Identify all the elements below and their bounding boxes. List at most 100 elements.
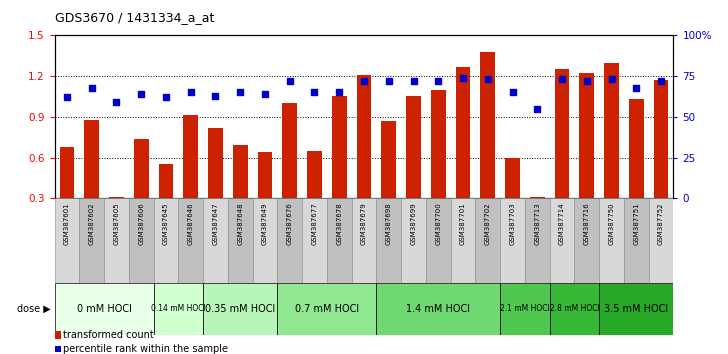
Point — [309, 90, 320, 95]
Point — [259, 91, 271, 97]
Bar — [505, 158, 520, 198]
Text: GSM387698: GSM387698 — [386, 202, 392, 245]
Point — [581, 78, 593, 84]
Bar — [604, 63, 619, 198]
Text: GSM387751: GSM387751 — [633, 202, 639, 245]
Bar — [500, 198, 525, 283]
Bar — [579, 73, 594, 198]
Bar — [401, 198, 426, 283]
Text: GSM387647: GSM387647 — [213, 202, 218, 245]
Point — [61, 95, 73, 100]
Text: 0 mM HOCl: 0 mM HOCl — [76, 304, 132, 314]
Bar — [475, 198, 500, 283]
Bar — [154, 198, 178, 283]
Point — [185, 90, 197, 95]
Text: 0.7 mM HOCl: 0.7 mM HOCl — [295, 304, 359, 314]
Point — [333, 90, 345, 95]
Bar — [426, 198, 451, 283]
Bar — [550, 198, 574, 283]
Text: GSM387645: GSM387645 — [163, 202, 169, 245]
Bar — [406, 96, 421, 198]
Text: 0.14 mM HOCl: 0.14 mM HOCl — [151, 304, 206, 313]
Point — [160, 95, 172, 100]
Bar — [109, 197, 124, 198]
Bar — [134, 138, 149, 198]
Bar — [84, 120, 99, 198]
Point — [408, 78, 419, 84]
Bar — [431, 90, 446, 198]
Point — [383, 78, 395, 84]
Bar — [332, 96, 347, 198]
Point — [135, 91, 147, 97]
Bar — [228, 198, 253, 283]
Bar — [55, 198, 79, 283]
Bar — [154, 283, 203, 335]
Text: GSM387606: GSM387606 — [138, 202, 144, 245]
Text: GSM387702: GSM387702 — [485, 202, 491, 245]
Text: GSM387716: GSM387716 — [584, 202, 590, 245]
Bar — [574, 198, 599, 283]
Text: GSM387699: GSM387699 — [411, 202, 416, 245]
Bar — [381, 121, 396, 198]
Bar — [208, 128, 223, 198]
Point — [655, 78, 667, 84]
Bar — [258, 152, 272, 198]
Point — [531, 106, 543, 112]
Bar — [550, 283, 599, 335]
Point — [358, 78, 370, 84]
Point — [284, 78, 296, 84]
Text: GSM387648: GSM387648 — [237, 202, 243, 245]
Text: GSM387703: GSM387703 — [510, 202, 515, 245]
Bar — [352, 198, 376, 283]
Text: GSM387700: GSM387700 — [435, 202, 441, 245]
Text: 2.8 mM HOCl: 2.8 mM HOCl — [550, 304, 599, 313]
Bar — [159, 164, 173, 198]
Point — [630, 85, 642, 90]
Bar — [357, 75, 371, 198]
Bar — [253, 198, 277, 283]
Bar — [104, 198, 129, 283]
Text: transformed count: transformed count — [63, 330, 154, 339]
Point — [86, 85, 98, 90]
Bar — [480, 52, 495, 198]
Text: dose ▶: dose ▶ — [17, 304, 51, 314]
Bar — [183, 115, 198, 198]
Bar — [203, 283, 277, 335]
Text: 3.5 mM HOCl: 3.5 mM HOCl — [604, 304, 668, 314]
Point — [234, 90, 246, 95]
Point — [482, 76, 494, 82]
Bar — [654, 80, 668, 198]
Text: GSM387679: GSM387679 — [361, 202, 367, 245]
Text: GSM387750: GSM387750 — [609, 202, 614, 245]
Bar — [79, 198, 104, 283]
Bar — [307, 151, 322, 198]
Bar — [203, 198, 228, 283]
Bar — [282, 103, 297, 198]
Bar — [599, 283, 673, 335]
Bar — [178, 198, 203, 283]
Bar — [599, 198, 624, 283]
Text: GSM387701: GSM387701 — [460, 202, 466, 245]
Point — [606, 76, 617, 82]
Text: GSM387714: GSM387714 — [559, 202, 565, 245]
Bar — [624, 198, 649, 283]
Point — [111, 99, 122, 105]
Text: GSM387676: GSM387676 — [287, 202, 293, 245]
Point — [432, 78, 444, 84]
Text: GSM387752: GSM387752 — [658, 202, 664, 245]
Bar — [233, 145, 248, 198]
Bar — [302, 198, 327, 283]
Bar — [530, 197, 545, 198]
Text: GSM387601: GSM387601 — [64, 202, 70, 245]
Text: 0.35 mM HOCl: 0.35 mM HOCl — [205, 304, 275, 314]
Text: GSM387602: GSM387602 — [89, 202, 95, 245]
Point — [210, 93, 221, 98]
Text: 1.4 mM HOCl: 1.4 mM HOCl — [406, 304, 470, 314]
Bar — [277, 198, 302, 283]
Bar — [60, 147, 74, 198]
Bar — [376, 283, 500, 335]
Point — [507, 90, 518, 95]
Text: GDS3670 / 1431334_a_at: GDS3670 / 1431334_a_at — [55, 11, 214, 24]
Text: GSM387649: GSM387649 — [262, 202, 268, 245]
Text: percentile rank within the sample: percentile rank within the sample — [63, 344, 229, 354]
